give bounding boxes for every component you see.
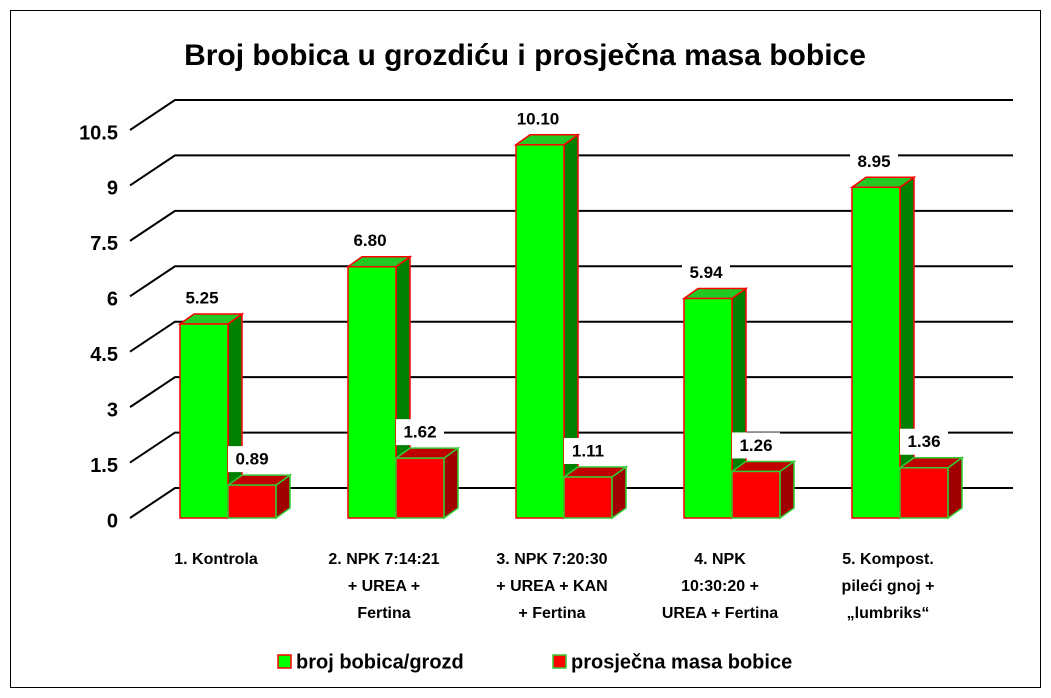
bar [393, 446, 461, 520]
chart-title: Broj bobica u grozdiću i prosječna masa … [184, 39, 866, 72]
grid-line [129, 154, 1013, 187]
bar-side [443, 446, 459, 520]
legend-label: broj bobica/grozd [296, 651, 464, 673]
value-label: 5.25 [185, 288, 218, 307]
bar-front [347, 265, 397, 519]
value-label-bg [564, 437, 612, 464]
grid-line [129, 209, 1013, 242]
value-label: 6.80 [353, 231, 386, 250]
y-tick-label: 9 [107, 178, 118, 200]
x-tick-label: + UREA + [348, 578, 420, 595]
bar [897, 456, 965, 520]
grid-line [129, 99, 1013, 131]
bar-front [899, 466, 949, 519]
value-label: 1.11 [572, 441, 604, 460]
value-label: 1.26 [739, 436, 772, 455]
x-tick-label: 3. NPK 7:20:30 [496, 551, 607, 568]
bar [729, 459, 797, 520]
value-label-bg [850, 148, 898, 175]
value-label: 0.89 [235, 450, 268, 469]
bar-front [515, 144, 565, 519]
bar-front [683, 297, 733, 519]
value-label-bg [346, 227, 394, 254]
y-tick-label: 3 [107, 399, 118, 421]
value-label: 1.36 [907, 432, 940, 451]
x-tick-label: 2. NPK 7:14:21 [328, 551, 439, 568]
legend-label: prosječna masa bobice [571, 651, 792, 673]
y-tick-label: 7.5 [90, 233, 118, 255]
bar-front [227, 484, 277, 519]
y-tick-label: 10.5 [79, 122, 118, 144]
bar [561, 465, 629, 520]
value-label-bg [900, 428, 948, 455]
bar [225, 473, 293, 520]
x-tick-label: pileći gnoj + [842, 578, 935, 595]
x-tick-label: + UREA + KAN [496, 578, 607, 595]
y-tick-label: 4.5 [90, 344, 118, 366]
x-tick-label: 4. NPK [694, 551, 746, 568]
y-tick-label: 0 [107, 510, 118, 532]
value-label: 10.10 [517, 109, 560, 128]
bar-front [563, 476, 613, 519]
value-label: 8.95 [857, 152, 890, 171]
legend-swatch [277, 654, 292, 669]
y-tick-label: 1.5 [90, 455, 118, 477]
value-label: 5.94 [689, 263, 723, 282]
x-tick-label: „lumbriks“ [847, 605, 930, 622]
x-tick-label: 1. Kontrola [174, 551, 258, 568]
bar-front [851, 186, 901, 519]
value-label-bg [228, 446, 276, 473]
bar [513, 133, 581, 520]
x-tick-label: 5. Kompost. [842, 551, 934, 568]
x-tick-label: + Fertina [518, 605, 585, 622]
x-tick-label: 10:30:20 + [681, 578, 759, 595]
x-tick-label: Fertina [357, 605, 410, 622]
bar-front [179, 323, 229, 519]
value-label-bg [682, 259, 730, 286]
value-label: 1.62 [403, 423, 436, 442]
value-label-bg [396, 419, 444, 446]
value-label-bg [514, 105, 562, 132]
x-tick-label: UREA + Fertina [662, 605, 778, 622]
grid-line [129, 265, 1013, 298]
y-tick-label: 6 [107, 289, 118, 311]
bar-front [731, 470, 781, 519]
bar-front [395, 457, 445, 519]
value-label-bg [732, 432, 780, 459]
legend-swatch [552, 654, 567, 669]
value-label-bg [178, 285, 226, 311]
